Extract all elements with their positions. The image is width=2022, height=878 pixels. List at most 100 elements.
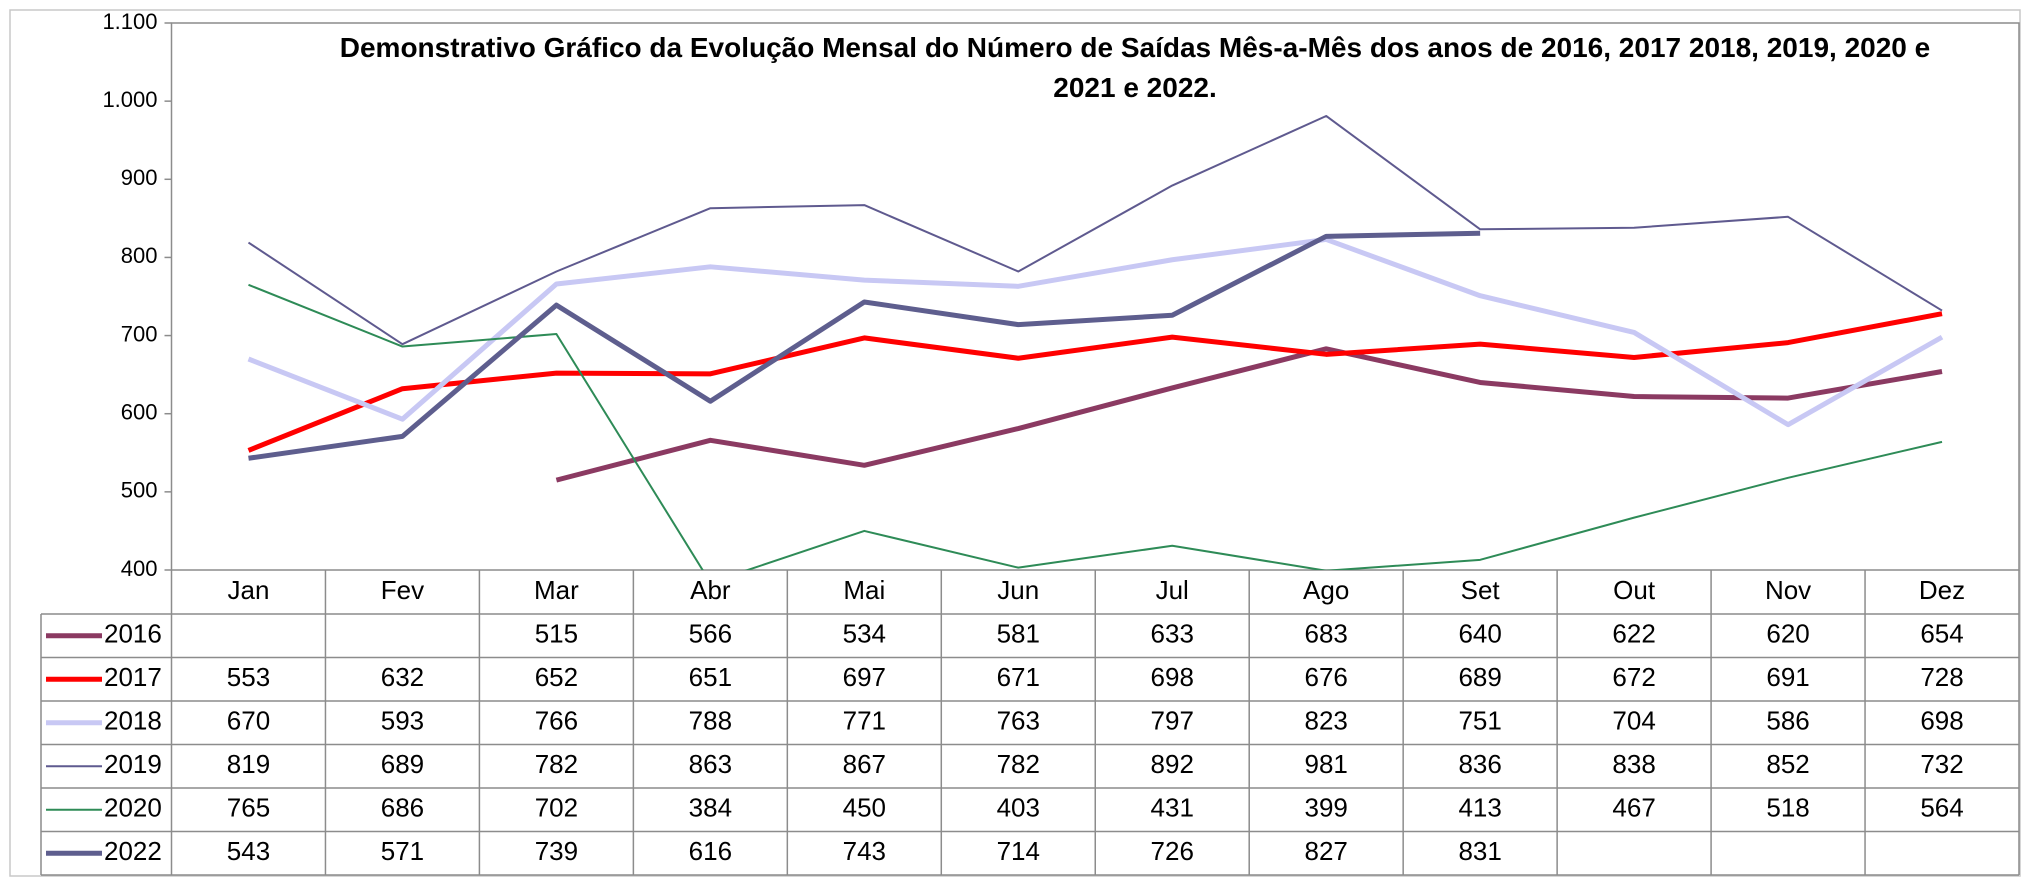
x-tick-label: Out — [1613, 575, 1656, 605]
y-tick-label: 1.100 — [102, 9, 157, 34]
y-tick-label: 1.000 — [102, 87, 157, 112]
table-value: 515 — [535, 619, 578, 649]
y-tick-label: 700 — [121, 321, 158, 346]
table-value: 671 — [997, 662, 1040, 692]
table-value: 399 — [1304, 793, 1347, 823]
table-value: 566 — [689, 619, 732, 649]
table-value: 586 — [1766, 706, 1809, 736]
x-tick-label: Ago — [1303, 575, 1349, 605]
chart-frame — [9, 9, 2021, 877]
table-value: 564 — [1920, 793, 1963, 823]
table-value: 413 — [1458, 793, 1501, 823]
table-value: 689 — [381, 749, 424, 779]
table-value: 620 — [1766, 619, 1809, 649]
table-value: 581 — [997, 619, 1040, 649]
table-value: 704 — [1612, 706, 1655, 736]
table-value: 691 — [1766, 662, 1809, 692]
table-value: 640 — [1458, 619, 1501, 649]
y-tick-label: 900 — [121, 165, 158, 190]
table-value: 672 — [1612, 662, 1655, 692]
table-value: 686 — [381, 793, 424, 823]
table-value: 697 — [843, 662, 886, 692]
table-value: 771 — [843, 706, 886, 736]
table-value: 838 — [1612, 749, 1655, 779]
table-value: 852 — [1766, 749, 1809, 779]
table-value: 714 — [997, 836, 1040, 866]
table-value: 670 — [227, 706, 270, 736]
x-tick-label: Mai — [843, 575, 885, 605]
table-value: 739 — [535, 836, 578, 866]
series-line — [247, 311, 1943, 453]
series-line — [555, 346, 1943, 483]
x-tick-label: Fev — [381, 575, 424, 605]
table-value: 431 — [1151, 793, 1194, 823]
table-value: 892 — [1151, 749, 1194, 779]
x-tick-label: Jun — [997, 575, 1039, 605]
legend-label: 2016 — [104, 619, 162, 649]
table-value: 751 — [1458, 706, 1501, 736]
table-value: 384 — [689, 793, 732, 823]
y-tick-label: 600 — [121, 400, 158, 425]
y-tick-label: 800 — [121, 243, 158, 268]
table-value: 867 — [843, 749, 886, 779]
table-value: 797 — [1151, 706, 1194, 736]
table-value: 765 — [227, 793, 270, 823]
x-tick-label: Abr — [690, 575, 731, 605]
table-value: 593 — [381, 706, 424, 736]
table-value: 651 — [689, 662, 732, 692]
plot-lines — [247, 114, 1944, 570]
table-value: 633 — [1151, 619, 1194, 649]
series-line — [247, 236, 1944, 428]
table-value: 732 — [1920, 749, 1963, 779]
table-value: 571 — [381, 836, 424, 866]
legend-label: 2018 — [104, 706, 162, 736]
x-tick-label: Dez — [1919, 575, 1965, 605]
table-value: 654 — [1920, 619, 1963, 649]
table-value: 836 — [1458, 749, 1501, 779]
table-value: 689 — [1458, 662, 1501, 692]
table-value: 823 — [1304, 706, 1347, 736]
table-value: 622 — [1612, 619, 1655, 649]
legend-label: 2020 — [104, 793, 162, 823]
x-tick-label: Nov — [1765, 575, 1811, 605]
table-value: 553 — [227, 662, 270, 692]
table-value: 728 — [1920, 662, 1963, 692]
legend-label: 2019 — [104, 749, 162, 779]
legend-label: 2022 — [104, 836, 162, 866]
table-value: 676 — [1304, 662, 1347, 692]
table-value: 788 — [689, 706, 732, 736]
table-value: 616 — [689, 836, 732, 866]
x-tick-label: Mar — [534, 575, 579, 605]
table-value: 518 — [1766, 793, 1809, 823]
table-value: 698 — [1151, 662, 1194, 692]
table-value: 766 — [535, 706, 578, 736]
x-tick-label: Set — [1461, 575, 1501, 605]
x-tick-label: Jan — [228, 575, 270, 605]
table-value: 632 — [381, 662, 424, 692]
table-value: 863 — [689, 749, 732, 779]
table-value: 726 — [1151, 836, 1194, 866]
series-line — [247, 114, 1943, 346]
table-value: 403 — [997, 793, 1040, 823]
y-tick-label: 500 — [121, 478, 158, 503]
table-value: 467 — [1612, 793, 1655, 823]
table-value: 652 — [535, 662, 578, 692]
series-line — [248, 230, 1481, 461]
table-value: 702 — [535, 793, 578, 823]
table-value: 827 — [1304, 836, 1347, 866]
table-value: 782 — [535, 749, 578, 779]
legend-label: 2017 — [104, 662, 162, 692]
table-value: 831 — [1458, 836, 1501, 866]
table-value: 683 — [1304, 619, 1347, 649]
table-value: 534 — [843, 619, 886, 649]
chart-title: Demonstrativo Gráfico da Evolução Mensal… — [339, 32, 1931, 103]
x-tick-label: Jul — [1156, 575, 1189, 605]
table-value: 819 — [227, 749, 270, 779]
table-value: 450 — [843, 793, 886, 823]
table-value: 698 — [1920, 706, 1963, 736]
table-value: 743 — [843, 836, 886, 866]
table-value: 763 — [997, 706, 1040, 736]
table-value: 981 — [1304, 749, 1347, 779]
